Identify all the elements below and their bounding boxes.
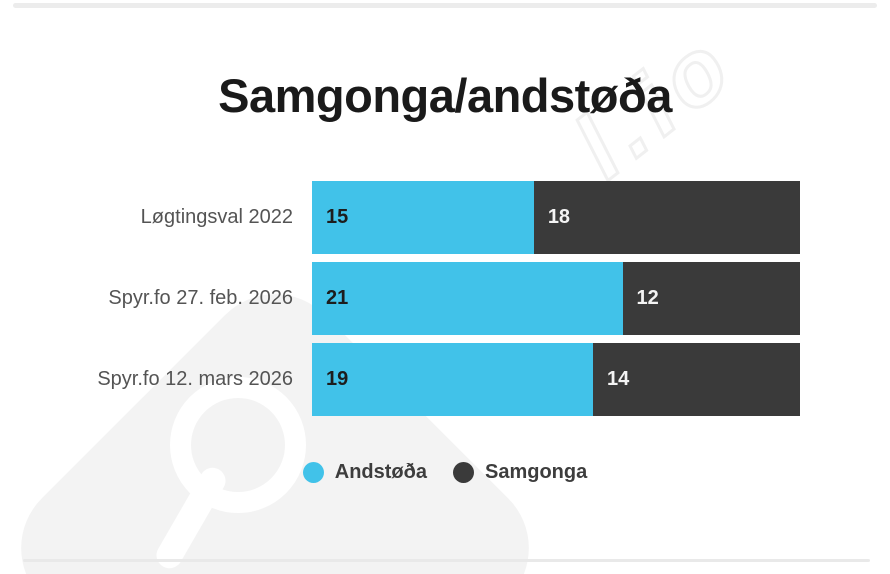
bar-value: 14 — [606, 368, 630, 390]
bar-track: 15 18 — [312, 181, 800, 254]
bar-value: 12 — [636, 287, 659, 309]
legend-dot-icon — [302, 462, 324, 483]
legend-item-samgonga: Samgonga — [452, 461, 588, 484]
bar-value: 19 — [326, 368, 349, 390]
bar-segment-samgonga: 18 — [533, 181, 800, 254]
bar-segment-andst-a: 21 — [312, 262, 623, 335]
bar-value: 15 — [326, 206, 349, 228]
stacked-bar-chart: Løgtingsval 2022 15 18 Spyr.fo 27. feb. 202… — [0, 181, 890, 416]
bottom-divider — [23, 559, 870, 562]
bar-track: 19 14 — [312, 343, 800, 416]
bar-segment-andst-a: 15 — [312, 181, 534, 254]
bar-segment-samgonga: 12 — [622, 262, 800, 335]
chart-title: Samgonga/andstøða — [218, 69, 672, 122]
legend-item-andst-a: Andstøða — [302, 461, 427, 484]
legend-label: Andstøða — [334, 461, 427, 483]
row-label: Spyr.fo 27. feb. 2026 — [108, 287, 293, 309]
row-label: Løgtingsval 2022 — [140, 206, 293, 228]
bar-value: 21 — [326, 287, 349, 309]
row-label: Spyr.fo 12. mars 2026 — [97, 368, 293, 390]
chart-legend: Andstøða Samgonga — [0, 461, 890, 484]
legend-label: Samgonga — [484, 461, 588, 483]
top-divider — [13, 3, 877, 8]
chart-row: Løgtingsval 2022 15 18 — [0, 181, 890, 254]
bar-value: 18 — [547, 206, 571, 228]
bar-track: 21 12 — [312, 262, 800, 335]
bar-segment-andst-a: 19 — [312, 343, 593, 416]
legend-dot-icon — [452, 462, 474, 483]
chart-row: Spyr.fo 27. feb. 2026 21 12 — [0, 262, 890, 335]
chart-row: Spyr.fo 12. mars 2026 19 14 — [0, 343, 890, 416]
bar-segment-samgonga: 14 — [592, 343, 800, 416]
